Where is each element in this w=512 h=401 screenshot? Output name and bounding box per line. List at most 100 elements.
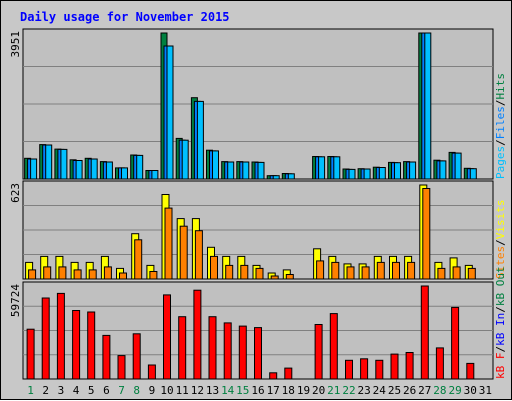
bar-pages-day-16 <box>257 161 265 180</box>
x-tick-label: 9 <box>149 384 156 397</box>
bar-pages-day-1 <box>30 158 38 180</box>
bar-sites-day-25 <box>392 261 400 280</box>
x-tick-label: 28 <box>433 384 446 397</box>
bar-sites-day-28 <box>437 267 446 280</box>
x-tick-label: 18 <box>282 384 295 397</box>
bar-sites-day-6 <box>103 266 112 280</box>
bar-sites-day-21 <box>331 261 340 280</box>
x-tick-label: 31 <box>479 384 492 397</box>
side-legend-middle: Sites/Visits <box>494 200 507 280</box>
legend-entry: Visits <box>494 200 507 240</box>
bar-pages-day-29 <box>454 152 462 180</box>
bar-pages-day-2 <box>45 144 53 180</box>
bar-kb-f-day-17 <box>269 372 278 380</box>
bar-sites-day-18 <box>285 274 294 280</box>
bar-sites-day-24 <box>376 261 385 280</box>
bar-sites-day-5 <box>88 269 97 280</box>
bar-pages-day-4 <box>75 160 83 180</box>
bar-sites-day-29 <box>452 266 461 280</box>
bar-pages-day-6 <box>105 161 113 180</box>
bar-kb-f-day-20 <box>314 324 323 380</box>
bar-pages-day-22 <box>348 168 356 180</box>
bar-kb-f-day-5 <box>87 311 96 380</box>
x-tick-label: 13 <box>206 384 219 397</box>
bar-sites-day-9 <box>149 271 158 280</box>
x-tick-label: 23 <box>357 384 370 397</box>
bar-sites-day-13 <box>210 255 218 280</box>
bar-sites-day-7 <box>119 272 127 280</box>
bar-sites-day-16 <box>255 267 264 280</box>
bar-sites-day-23 <box>361 266 370 280</box>
bar-kb-f-day-4 <box>72 310 81 380</box>
bar-sites-day-22 <box>346 266 355 280</box>
bar-kb-f-day-22 <box>345 359 353 380</box>
bar-sites-day-14 <box>225 264 234 280</box>
x-tick-label: 8 <box>133 384 140 397</box>
bar-pages-day-18 <box>287 173 295 180</box>
bar-kb-f-day-13 <box>208 316 217 380</box>
bar-kb-f-day-7 <box>117 355 126 380</box>
bar-sites-day-2 <box>43 266 52 280</box>
x-tick-label: 1 <box>27 384 34 397</box>
x-tick-label: 4 <box>73 384 80 397</box>
legend-entry: kB Out <box>494 266 507 306</box>
x-tick-label: 20 <box>312 384 325 397</box>
bar-kb-f-day-1 <box>26 328 35 380</box>
legend-entry: kB In <box>494 313 507 346</box>
bar-kb-f-day-30 <box>466 362 475 380</box>
bar-pages-day-20 <box>318 156 326 180</box>
bar-sites-day-11 <box>179 225 188 280</box>
bar-pages-day-12 <box>196 100 204 180</box>
bar-pages-day-23 <box>363 168 371 180</box>
x-tick-label: 22 <box>342 384 355 397</box>
x-tick-label: 5 <box>88 384 95 397</box>
side-legend-bottom: kB F/kB In/kB Out <box>494 266 507 379</box>
x-tick-label: 29 <box>448 384 461 397</box>
bar-pages-day-11 <box>181 139 189 180</box>
x-tick-label: 19 <box>297 384 310 397</box>
bar-pages-day-24 <box>378 167 386 180</box>
bar-pages-day-27 <box>424 32 432 180</box>
x-tick-label: 16 <box>251 384 264 397</box>
x-tick-label: 24 <box>373 384 387 397</box>
bar-pages-day-15 <box>242 161 250 180</box>
bar-pages-day-3 <box>60 148 68 180</box>
bar-kb-f-day-11 <box>178 316 187 380</box>
x-tick-label: 10 <box>160 384 173 397</box>
x-tick-label: 25 <box>388 384 401 397</box>
bar-sites-day-12 <box>194 230 203 280</box>
bar-pages-day-17 <box>272 175 280 180</box>
bar-kb-f-day-8 <box>132 333 141 380</box>
x-tick-label: 6 <box>103 384 110 397</box>
bar-kb-f-day-25 <box>390 353 399 380</box>
x-tick-label: 17 <box>267 384 280 397</box>
bar-sites-day-4 <box>73 269 82 280</box>
legend-entry: / <box>494 239 507 246</box>
bar-pages-day-7 <box>121 167 128 180</box>
bar-pages-day-26 <box>409 161 417 180</box>
bar-sites-day-8 <box>134 239 143 280</box>
bar-kb-f-day-9 <box>147 364 156 380</box>
bar-pages-day-8 <box>136 154 144 180</box>
bar-sites-day-1 <box>28 269 37 280</box>
y-max-label: 3951 <box>9 31 22 58</box>
bar-kb-f-day-6 <box>102 334 111 380</box>
bar-kb-f-day-10 <box>163 294 171 380</box>
x-tick-label: 14 <box>221 384 235 397</box>
y-max-label: 59724 <box>9 284 22 317</box>
bar-kb-f-day-3 <box>56 292 65 380</box>
chart-title: Daily usage for November 2015 <box>20 10 230 24</box>
bar-kb-f-day-15 <box>238 325 247 380</box>
bar-kb-f-day-26 <box>405 352 414 380</box>
x-tick-label: 30 <box>464 384 477 397</box>
bar-kb-f-day-16 <box>254 327 262 380</box>
bar-kb-f-day-21 <box>329 313 338 380</box>
bar-pages-day-5 <box>90 158 98 180</box>
bar-kb-f-day-28 <box>435 347 444 380</box>
bar-pages-day-9 <box>151 170 159 180</box>
legend-entry: / <box>494 100 507 107</box>
x-tick-label: 12 <box>191 384 204 397</box>
legend-entry: Files <box>494 106 507 139</box>
bar-pages-day-21 <box>333 156 341 180</box>
bar-sites-day-3 <box>58 266 67 280</box>
